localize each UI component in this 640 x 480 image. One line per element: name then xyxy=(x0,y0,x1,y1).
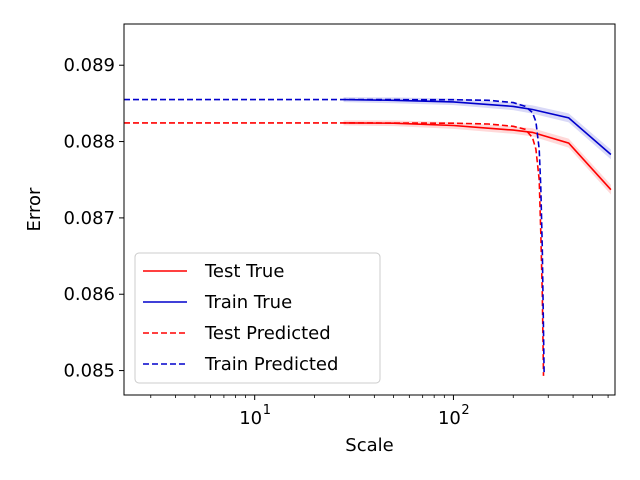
x-axis-ticks: 10 1 10 2 xyxy=(239,395,470,429)
y-tick-label: 0.085 xyxy=(63,361,115,382)
legend: Test True Train True Test Predicted Train P… xyxy=(134,252,381,384)
series-line-0 xyxy=(343,122,612,191)
legend-box xyxy=(134,252,381,384)
x-tick-exponent: 1 xyxy=(263,403,271,418)
series-line-1 xyxy=(343,98,612,156)
x-axis-minor-ticks xyxy=(150,395,609,398)
x-tick-label: 10 xyxy=(239,408,262,429)
y-axis-label: Error xyxy=(24,187,45,231)
x-tick-exponent: 2 xyxy=(461,403,469,418)
band-0 xyxy=(343,120,611,195)
y-tick-label: 0.088 xyxy=(63,132,115,153)
series-line-3 xyxy=(124,98,545,373)
legend-label: Train True xyxy=(204,292,292,313)
plot-frame xyxy=(123,23,616,396)
legend-label: Test Predicted xyxy=(204,323,331,344)
x-tick-label: 10 xyxy=(438,408,461,429)
legend-label: Train Predicted xyxy=(204,354,338,375)
series-lines xyxy=(124,98,612,376)
y-axis-ticks: 0.085 0.086 0.087 0.088 0.089 xyxy=(63,55,124,382)
y-tick-label: 0.087 xyxy=(63,208,115,229)
y-tick-label: 0.086 xyxy=(63,284,115,305)
y-tick-label: 0.089 xyxy=(63,55,115,76)
legend-label: Test True xyxy=(204,261,284,282)
series-line-2 xyxy=(124,122,545,376)
x-axis-label: Scale xyxy=(345,435,393,456)
